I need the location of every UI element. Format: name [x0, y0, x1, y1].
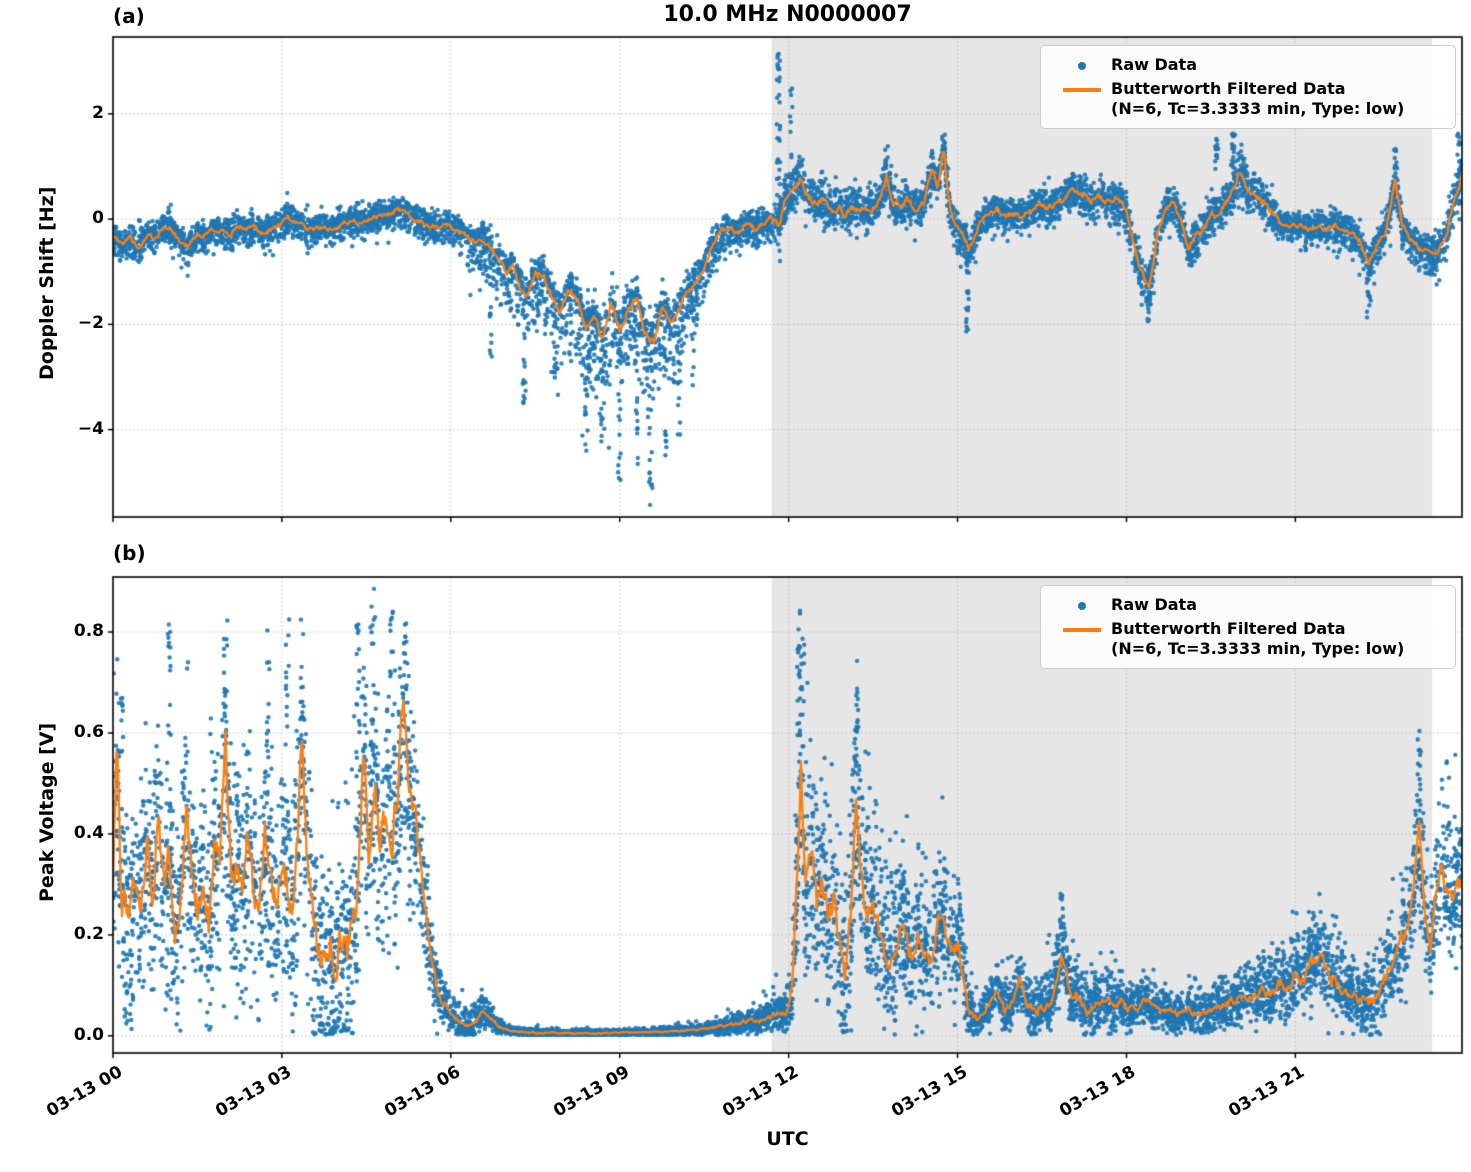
y-tick-label: −4: [77, 418, 104, 439]
y-tick-label: 0: [92, 208, 104, 229]
panel-b-ylabel: Peak Voltage [V]: [36, 722, 58, 902]
y-tick-label: 0.6: [73, 721, 104, 742]
panel-b-letter: (b): [113, 541, 146, 565]
legend-entry-filtered: Butterworth Filtered Data (N=6, Tc=3.3333…: [1053, 79, 1445, 119]
legend-raw-label: Raw Data: [1111, 595, 1197, 614]
x-axis-label: UTC: [766, 1128, 809, 1150]
y-tick-label: 0.2: [73, 923, 104, 944]
legend-raw-label: Raw Data: [1111, 55, 1197, 74]
y-tick-label: 0.0: [73, 1024, 104, 1045]
y-tick-label: 0.8: [73, 621, 104, 642]
raw-data-dot-marker: [1053, 595, 1111, 617]
filtered-line-marker: [1053, 79, 1111, 101]
y-tick-label: 2: [92, 102, 104, 123]
panel-a-letter: (a): [113, 4, 145, 28]
legend-panel-b: Raw Data Butterworth Filtered Data (N=6, …: [1040, 585, 1456, 669]
chart-title: 10.0 MHz N0000007: [663, 2, 912, 27]
y-tick-label: −2: [77, 313, 104, 334]
raw-data-dot-marker: [1053, 55, 1111, 77]
legend-filtered-label: Butterworth Filtered Data (N=6, Tc=3.3333…: [1111, 619, 1405, 658]
legend-entry-filtered: Butterworth Filtered Data (N=6, Tc=3.3333…: [1053, 619, 1445, 659]
legend-panel-a: Raw Data Butterworth Filtered Data (N=6, …: [1040, 45, 1456, 129]
legend-filtered-label: Butterworth Filtered Data (N=6, Tc=3.3333…: [1111, 79, 1405, 118]
y-tick-label: 0.4: [73, 822, 104, 843]
legend-entry-raw: Raw Data: [1053, 55, 1445, 77]
filtered-line-marker: [1053, 619, 1111, 641]
legend-entry-raw: Raw Data: [1053, 595, 1445, 617]
